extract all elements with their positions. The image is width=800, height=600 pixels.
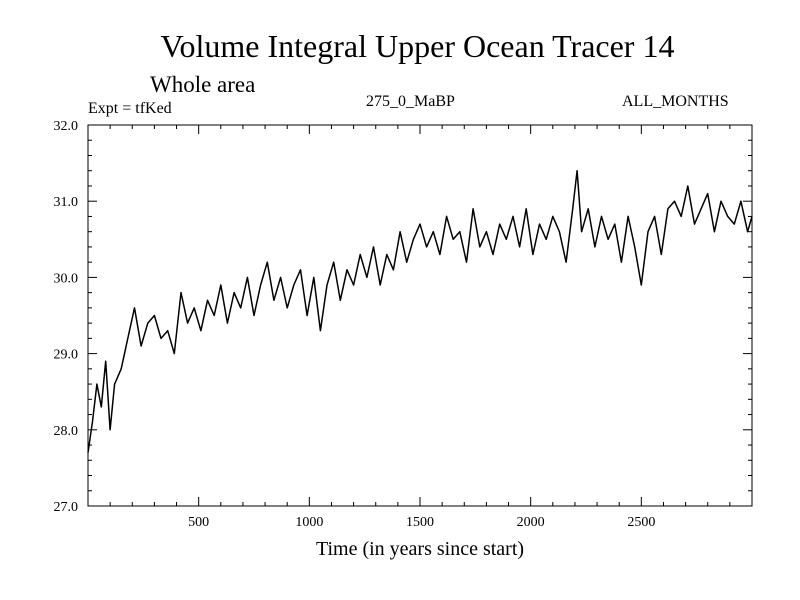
x-tick-label: 1000 [295,515,323,530]
series-layer [87,169,753,453]
chart-subtitle: Whole area [150,72,256,97]
run-label: 275_0_MaBP [366,93,455,110]
plot-frame [87,124,753,507]
y-tick-label: 30.0 [54,271,79,286]
axis-tick-labels: 500 1000 1500 2000 2500 27.0 28.0 29.0 30.0 31.0 3… [54,119,656,530]
x-tick-label: 2000 [517,515,545,530]
x-tick-label: 2500 [627,515,655,530]
y-tick-label: 32.0 [54,119,79,134]
axis-ticks [88,124,752,507]
y-tick-label: 29.0 [54,348,79,363]
chart-title: Volume Integral Upper Ocean Tracer 14 [160,28,675,64]
x-tick-label: 500 [188,515,209,530]
x-axis-title: Time (in years since start) [315,538,525,560]
series-line [87,169,753,453]
y-tick-label: 27.0 [54,500,79,515]
y-tick-label: 31.0 [54,195,79,210]
months-label: ALL_MONTHS [622,93,729,110]
experiment-label: Expt = tfKed [88,100,172,117]
x-tick-label: 1500 [406,515,434,530]
y-tick-label: 28.0 [54,424,79,439]
